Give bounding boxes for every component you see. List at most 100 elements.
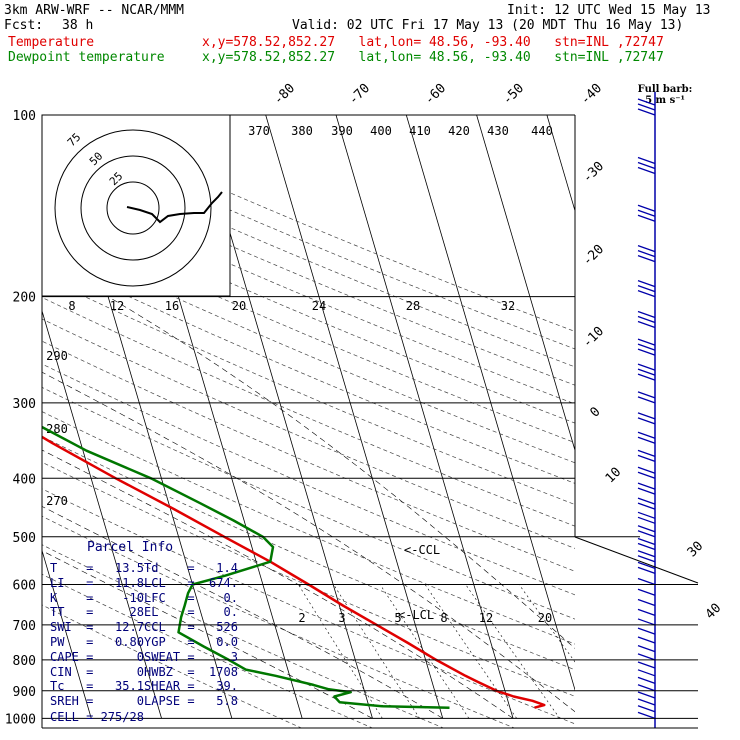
wind-barb	[637, 542, 656, 551]
dry-adiabat-label: 410	[409, 124, 431, 138]
pressure-label: 800	[13, 654, 36, 669]
wind-barb	[637, 636, 656, 644]
wind-barb	[637, 487, 656, 495]
wind-barb	[637, 466, 656, 474]
wind-barb	[637, 653, 656, 661]
wind-barb	[637, 204, 656, 212]
wind-barb	[637, 338, 656, 346]
isotherm-label: 30	[685, 539, 707, 561]
mixing-ratio-label: 3	[338, 611, 345, 625]
mixing-ratio-label: 5	[394, 611, 401, 625]
mixing-ratio-label: 12	[479, 611, 493, 625]
wind-barb	[637, 285, 656, 293]
wind-barb	[637, 497, 656, 505]
parcel-row-left: T = 13.5	[50, 561, 144, 575]
pressure-label: 1000	[5, 712, 36, 727]
hodograph-trace	[126, 191, 223, 224]
wind-barb	[637, 511, 656, 519]
isotherm-label: 40	[703, 601, 725, 623]
lcl-marker: <-LCL	[398, 608, 435, 622]
isotherm-label: -10	[580, 324, 607, 351]
dry-adiabat	[42, 297, 575, 527]
wind-barb	[637, 705, 656, 713]
parcel-row-right: LAPSE = 5.8	[144, 694, 238, 709]
parcel-row-right: EL = 0.	[144, 605, 238, 620]
wind-barb	[637, 417, 656, 425]
parcel-row-right: CCL = 526	[144, 620, 238, 635]
wind-barb	[637, 343, 656, 351]
dry-adiabat-label: 370	[248, 124, 270, 138]
wind-barb	[637, 209, 656, 217]
dry-adiabat	[42, 515, 516, 728]
dewpoint-location: x,y=578.52,852.27 lat,lon= 48.56, -93.40…	[202, 50, 664, 65]
dewpoint-legend: Dewpoint temperature	[8, 50, 165, 65]
wind-barb	[637, 482, 656, 490]
wind-barb	[637, 669, 656, 677]
wind-barb	[637, 525, 656, 533]
hodograph-ring	[106, 181, 160, 235]
parcel-row-left: SREH = 0	[50, 694, 144, 709]
parcel-row-right: HWBZ = 1708	[144, 664, 238, 679]
wind-barb	[637, 320, 656, 329]
dry-adiabat	[42, 235, 575, 464]
parcel-cell: CELL = 275/28	[50, 710, 144, 724]
wind-barb	[637, 644, 656, 653]
speed-label: 32	[501, 299, 515, 313]
dry-adiabat	[42, 216, 575, 444]
speed-label: 24	[312, 299, 326, 313]
dry-adiabat	[42, 411, 575, 645]
forecast-hour: 38 h	[62, 18, 94, 33]
isotherm-label: -40	[578, 81, 605, 108]
pressure-label: 600	[13, 579, 36, 594]
parcel-row-right: YGP = 0.0	[144, 635, 238, 649]
wind-barb	[637, 537, 656, 546]
init-time: Init: 12 UTC Wed 15 May 13	[507, 3, 711, 18]
temperature-legend: Temperature	[8, 35, 95, 50]
mixing-ratio-label: 20	[538, 611, 552, 625]
wind-barb	[637, 566, 656, 574]
wind-barb	[637, 166, 656, 175]
isotherm-label: -20	[580, 242, 607, 269]
model-title: 3km ARW-WRF -- NCAR/MMM	[4, 3, 185, 18]
wind-barb	[637, 588, 656, 596]
wind-legend: Full barb:	[638, 84, 693, 95]
speed-label: 8	[68, 299, 75, 313]
wind-barb	[637, 550, 656, 558]
hodograph-frame	[41, 114, 231, 297]
dry-adiabat-label: 390	[331, 124, 353, 138]
wind-barb	[637, 214, 656, 222]
wind-barb	[637, 368, 656, 376]
wind-barb	[637, 691, 656, 699]
wind-barb	[637, 661, 656, 669]
parcel-row-left: LI = 11.8	[50, 575, 144, 590]
wind-barb	[637, 502, 656, 510]
wind-barb	[637, 449, 656, 457]
parcel-row-left: CAPE = 0	[50, 649, 144, 664]
wind-barb	[637, 618, 656, 626]
mixing-ratio-line	[298, 584, 383, 719]
pressure-label: 100	[13, 109, 36, 124]
wind-barb	[637, 250, 656, 258]
mixing-ratio-label: 2	[298, 611, 305, 625]
wind-barb	[637, 627, 656, 635]
isotherm-line	[546, 115, 575, 213]
isotherm-label: -50	[500, 81, 527, 108]
pressure-label: 200	[13, 291, 36, 306]
mixing-ratio-line	[333, 584, 420, 719]
mixing-ratio-label: 8	[440, 611, 447, 625]
sounding-traces	[42, 425, 546, 709]
temperature-line	[42, 435, 546, 709]
dry-adiabat-label: 440	[531, 124, 553, 138]
wind-barb	[637, 103, 656, 111]
wind-barb	[637, 98, 656, 106]
isotherm-line	[42, 549, 92, 719]
isotherm-label: -70	[346, 81, 373, 108]
isotherm-label: 0	[587, 404, 603, 420]
dry-adiabat	[42, 318, 575, 549]
wind-barb	[637, 290, 656, 298]
valid-time: Valid: 02 UTC Fri 17 May 13 (20 MDT Thu …	[292, 18, 684, 33]
wind-barb	[637, 391, 656, 399]
wind-barb	[637, 255, 656, 263]
